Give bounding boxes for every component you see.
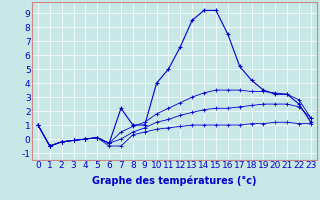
X-axis label: Graphe des températures (°c): Graphe des températures (°c) <box>92 176 257 186</box>
